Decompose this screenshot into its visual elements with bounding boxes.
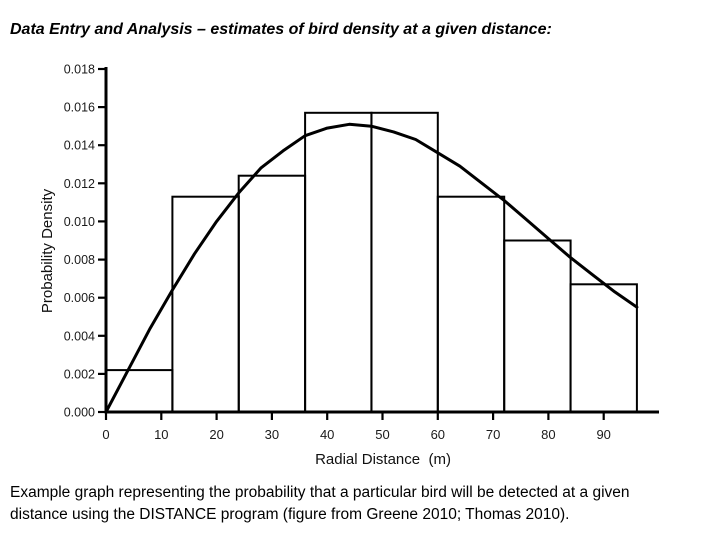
bird-density-chart: 0.000 0.002 0.004 0.006 0.008 0.010 0.012 0.014… bbox=[39, 63, 659, 468]
page-title: Data Entry and Analysis – estimates of b… bbox=[10, 21, 552, 38]
y-tick-label: 0.010 bbox=[64, 215, 95, 229]
histogram-bar-4 bbox=[304, 111, 373, 414]
y-tick-label: 0.016 bbox=[64, 101, 95, 115]
histogram-bar-7 bbox=[503, 239, 572, 413]
y-tick-label: 0.018 bbox=[64, 63, 95, 77]
figure-caption-line1: Example graph representing the probabili… bbox=[10, 484, 630, 501]
y-axis-title: Probability Density bbox=[39, 188, 56, 313]
histogram-bar-6 bbox=[436, 195, 506, 413]
fitted-curve bbox=[104, 122, 639, 414]
tick-labels: 0.000 0.002 0.004 0.006 0.008 0.010 0.012 0.014… bbox=[64, 63, 611, 443]
x-tick-label: 70 bbox=[486, 427, 500, 442]
axes bbox=[104, 67, 659, 414]
y-tick-label: 0.002 bbox=[64, 367, 95, 381]
x-tick-label: 90 bbox=[596, 427, 610, 442]
y-tick-label: 0.000 bbox=[64, 406, 95, 420]
x-tick-label: 40 bbox=[320, 427, 334, 442]
y-tick-label: 0.014 bbox=[64, 139, 95, 153]
y-tick-label: 0.012 bbox=[64, 177, 95, 191]
x-tick-label: 10 bbox=[154, 427, 168, 442]
x-tick-label: 50 bbox=[375, 427, 389, 442]
x-tick-label: 0 bbox=[102, 427, 109, 442]
y-tick-label: 0.006 bbox=[64, 291, 95, 305]
histogram-bar-3 bbox=[237, 174, 307, 413]
y-tick-label: 0.008 bbox=[64, 253, 95, 267]
x-tick-label: 80 bbox=[541, 427, 555, 442]
histogram-bar-2 bbox=[171, 195, 240, 413]
histogram-bar-8 bbox=[569, 283, 638, 413]
x-tick-label: 20 bbox=[209, 427, 223, 442]
x-axis-title: Radial Distance (m) bbox=[315, 451, 451, 468]
y-tick-label: 0.004 bbox=[64, 329, 95, 343]
histogram-bars bbox=[105, 111, 638, 414]
figure-caption-line2: distance using the DISTANCE program (fig… bbox=[10, 506, 570, 523]
figure-caption: Example graph representing the probabili… bbox=[10, 482, 718, 526]
x-tick-label: 60 bbox=[431, 427, 445, 442]
x-tick-label: 30 bbox=[265, 427, 279, 442]
histogram-bar-5 bbox=[370, 111, 439, 414]
tick-marks bbox=[98, 67, 605, 420]
